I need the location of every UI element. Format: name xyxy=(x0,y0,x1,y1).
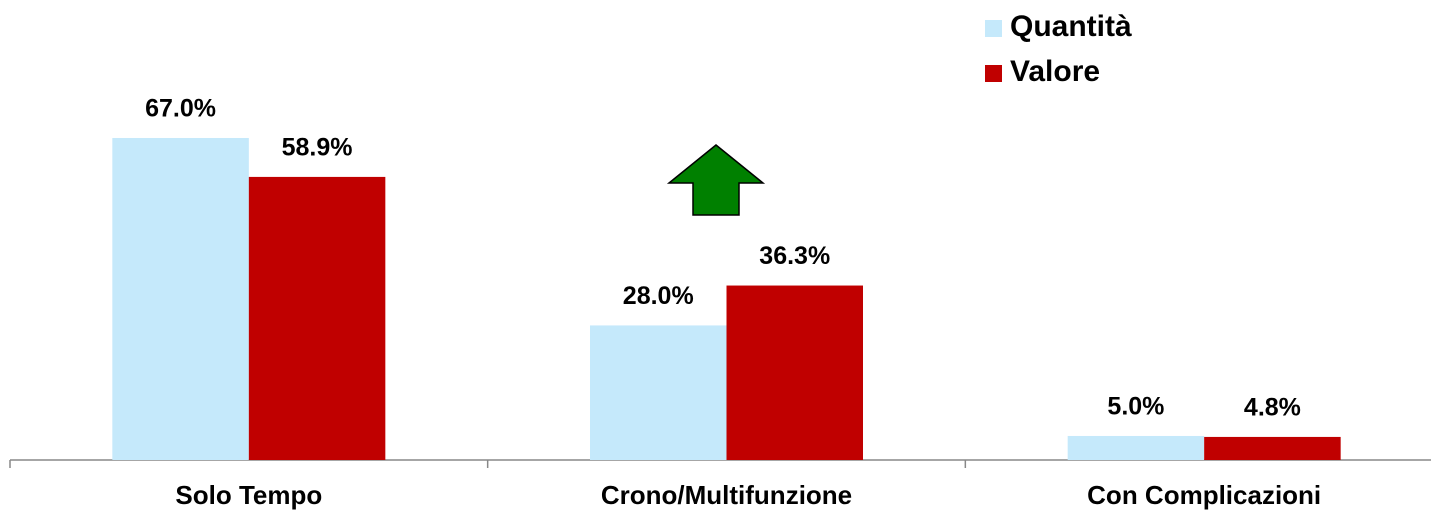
x-tick-label: Con Complicazioni xyxy=(1087,480,1321,510)
x-tick-label: Crono/Multifunzione xyxy=(601,480,852,510)
bar xyxy=(1204,436,1341,460)
bar xyxy=(590,325,727,460)
data-label: 5.0% xyxy=(1107,393,1164,421)
legend-label: Quantità xyxy=(1010,10,1132,43)
bar xyxy=(1067,435,1205,460)
data-label: 58.9% xyxy=(282,134,353,162)
x-tick-label: Solo Tempo xyxy=(175,480,322,510)
bar xyxy=(112,137,249,460)
up-arrow xyxy=(666,144,766,216)
data-label: 28.0% xyxy=(623,282,694,310)
data-label: 67.0% xyxy=(145,95,216,123)
data-label: 4.8% xyxy=(1244,394,1301,422)
bar xyxy=(248,176,386,461)
bar xyxy=(726,285,863,460)
legend-swatch xyxy=(985,65,1002,82)
legend-swatch xyxy=(985,20,1002,37)
legend-label: Valore xyxy=(1010,55,1100,88)
data-label: 36.3% xyxy=(759,242,830,270)
